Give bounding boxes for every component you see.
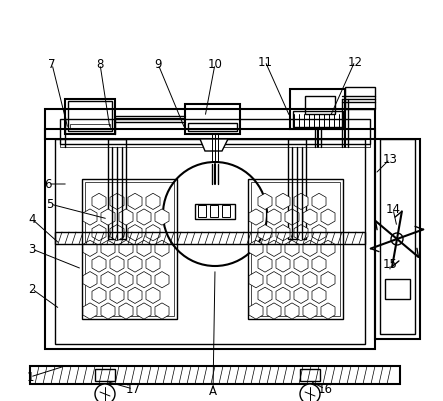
Text: 2: 2 [28,283,36,296]
Text: 10: 10 [208,59,222,71]
Circle shape [95,384,115,401]
Text: 15: 15 [383,258,397,271]
Bar [251,182,340,316]
Text: 16: 16 [318,383,333,395]
Bar [68,102,112,132]
Bar [305,97,335,115]
Bar [55,140,365,344]
Bar [60,120,370,145]
Bar [185,105,240,135]
Bar [82,180,177,319]
Bar [45,130,375,349]
Bar [385,279,410,299]
Bar [45,110,375,140]
Circle shape [163,162,267,266]
Bar [288,140,306,239]
Text: 17: 17 [125,383,140,395]
Bar [65,100,115,135]
Bar [345,88,375,110]
Bar [380,140,415,334]
Bar [70,125,110,130]
Text: 8: 8 [96,59,104,71]
Text: 3: 3 [28,243,36,256]
Text: 12: 12 [347,55,362,68]
Bar [188,124,237,132]
Bar [222,205,230,217]
Bar [198,205,206,217]
Bar [85,182,174,316]
Bar [248,180,343,319]
Circle shape [391,233,403,245]
Text: 7: 7 [48,59,56,71]
Bar [108,140,126,239]
Text: 6: 6 [44,178,52,191]
Bar [30,366,400,384]
Circle shape [300,384,320,401]
Text: 4: 4 [28,213,36,226]
Text: 14: 14 [385,203,400,216]
Bar [60,140,370,148]
Text: 13: 13 [383,153,397,166]
Polygon shape [200,140,228,152]
Bar [195,205,235,219]
Bar [290,90,345,130]
Text: 11: 11 [257,55,272,68]
Bar [55,233,365,244]
Text: 1: 1 [26,371,34,383]
Bar [300,369,320,381]
Text: A: A [209,385,217,397]
Text: 5: 5 [47,198,54,211]
Bar [95,369,115,381]
Bar [375,140,420,339]
Bar [210,205,218,217]
Bar [293,112,343,128]
Text: 9: 9 [154,59,162,71]
